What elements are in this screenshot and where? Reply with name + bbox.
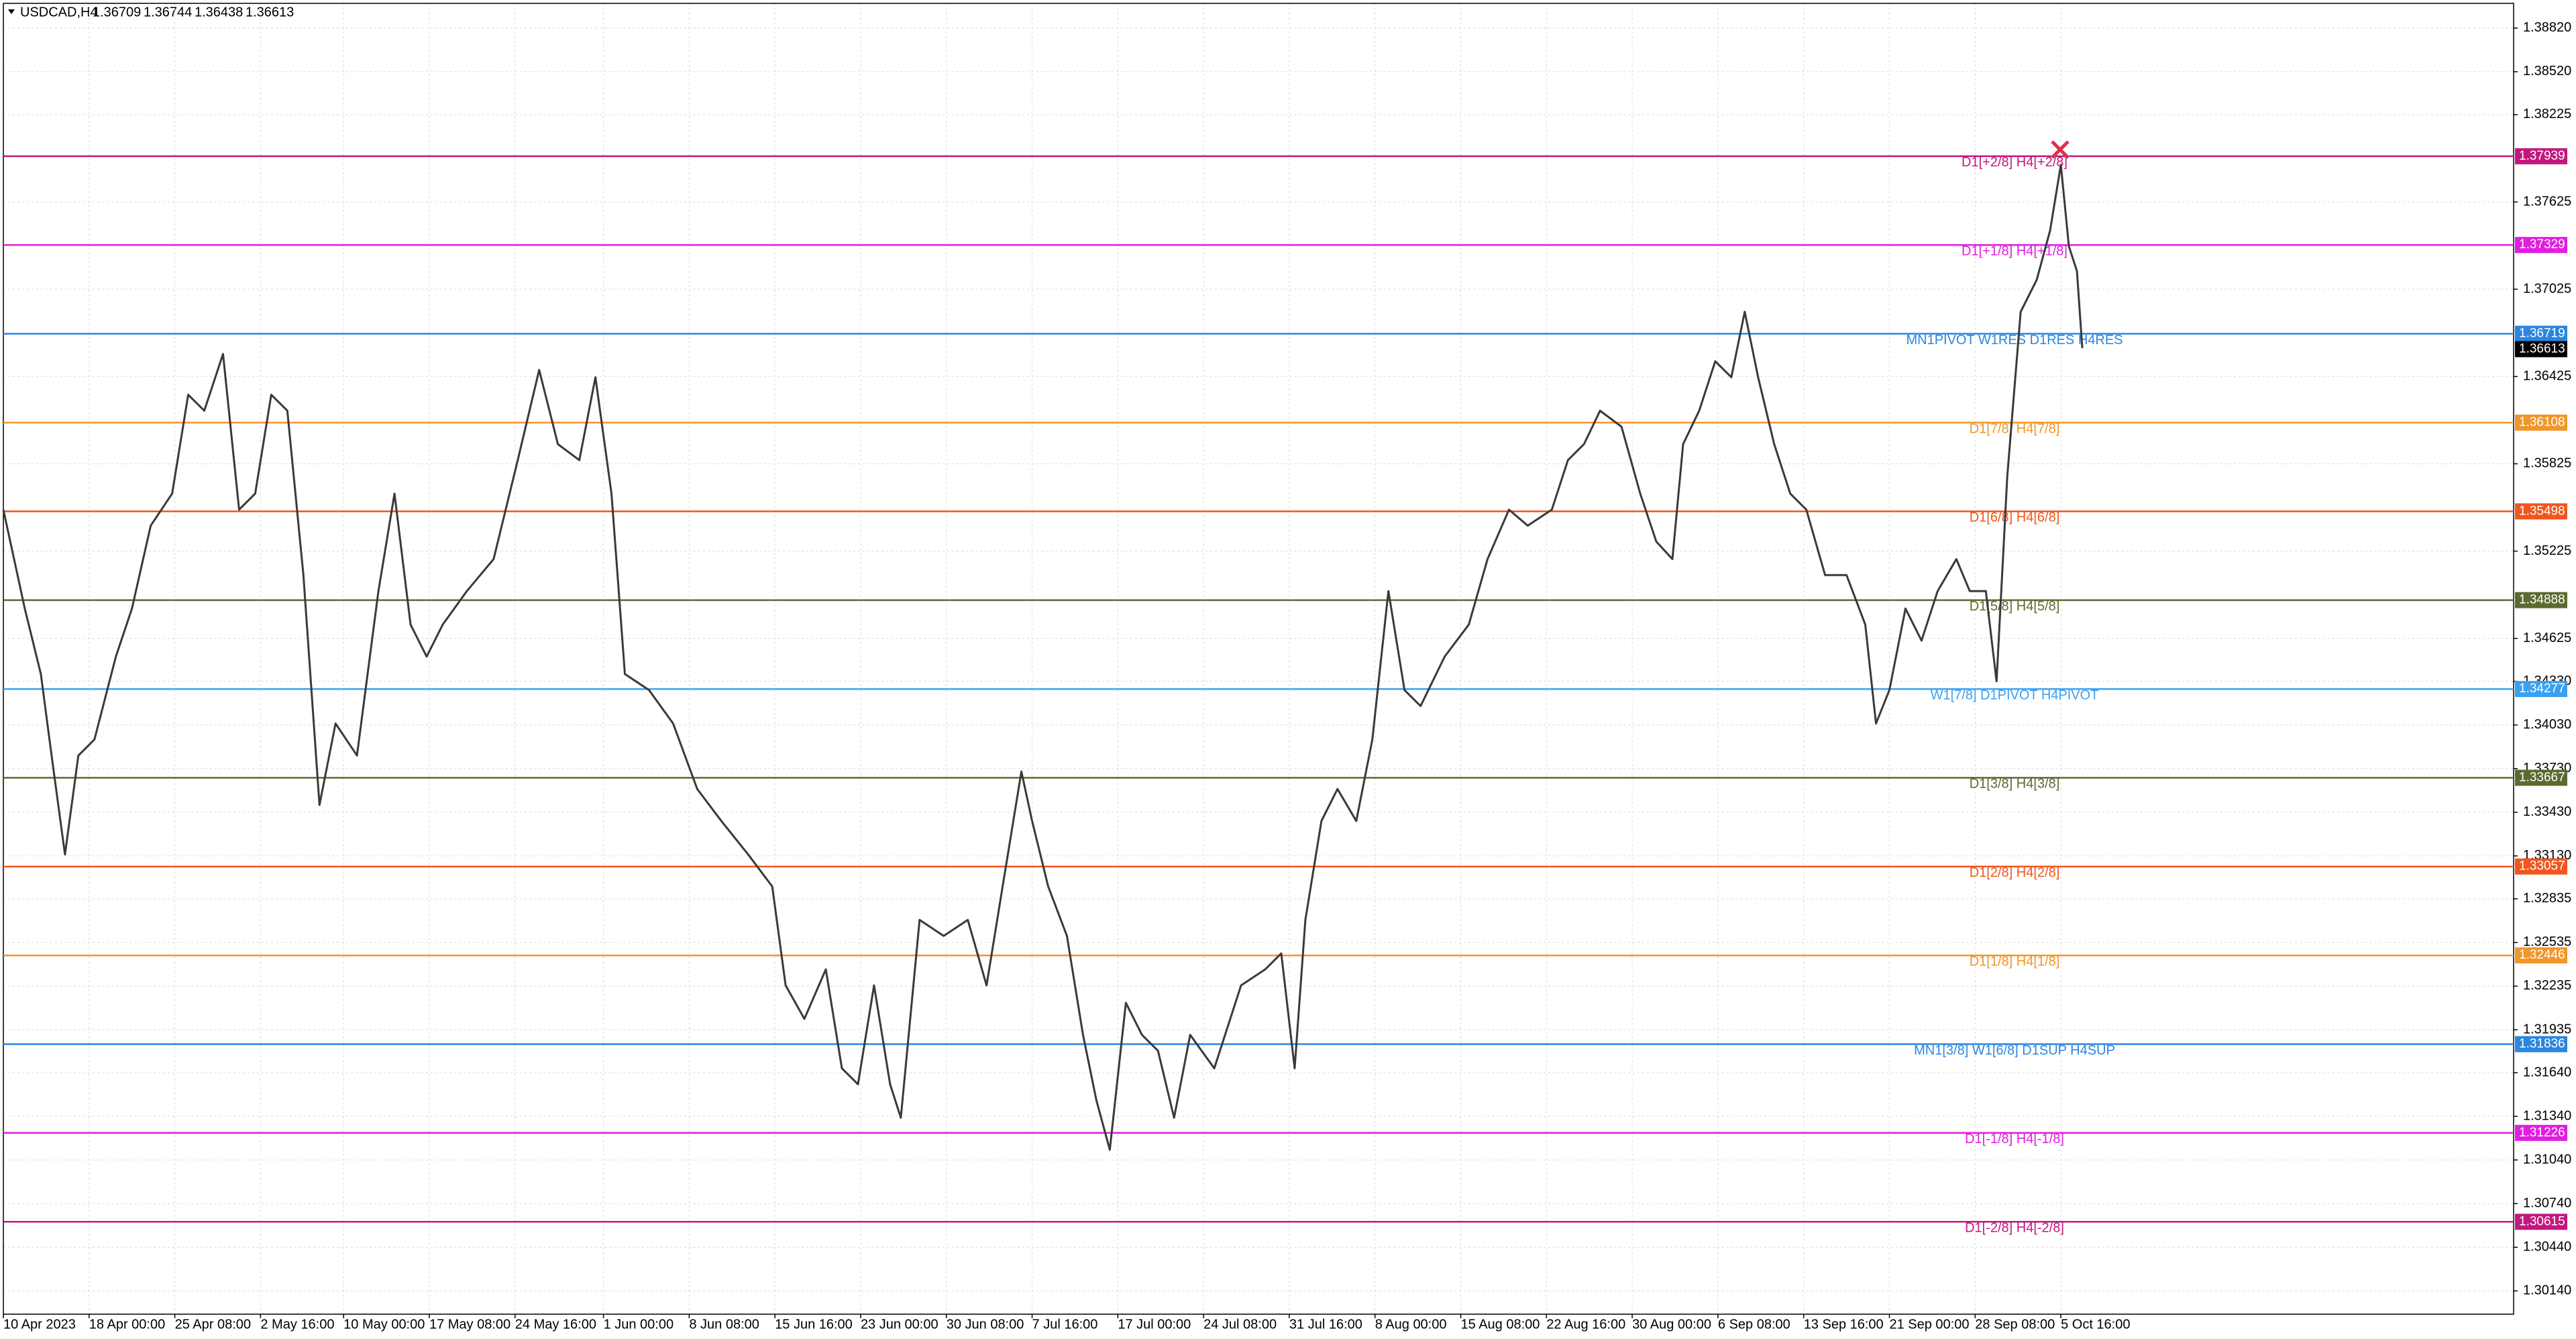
y-tick-label: 1.35825 bbox=[2523, 456, 2571, 471]
x-tick-label: 1 Jun 00:00 bbox=[604, 1317, 674, 1332]
y-tick-label: 1.32235 bbox=[2523, 978, 2571, 993]
y-tick-label: 1.30140 bbox=[2523, 1283, 2571, 1298]
y-tick-label: 1.36425 bbox=[2523, 369, 2571, 384]
symbol-title: USDCAD,H4 bbox=[20, 5, 98, 19]
y-tick-label: 1.35225 bbox=[2523, 543, 2571, 558]
low-price: 1.36438 bbox=[195, 5, 243, 19]
level-label: D1[-1/8] H4[-1/8] bbox=[1965, 1132, 2064, 1146]
x-tick-label: 8 Aug 00:00 bbox=[1375, 1317, 1447, 1332]
level-price-label: 1.37329 bbox=[2519, 237, 2565, 252]
level-price-label: 1.31836 bbox=[2519, 1037, 2565, 1051]
close-price: 1.36613 bbox=[246, 5, 294, 19]
x-tick-label: 15 Aug 08:00 bbox=[1461, 1317, 1540, 1332]
y-tick-label: 1.32535 bbox=[2523, 934, 2571, 949]
current-price-tag bbox=[2515, 341, 2567, 358]
y-tick-label: 1.38225 bbox=[2523, 107, 2571, 121]
x-tick-label: 30 Aug 00:00 bbox=[1632, 1317, 1711, 1332]
x-tick-label: 15 Jun 16:00 bbox=[775, 1317, 853, 1332]
level-price-tag bbox=[2515, 681, 2567, 698]
level-label: D1[1/8] H4[1/8] bbox=[1970, 954, 2060, 969]
y-tick-label: 1.30740 bbox=[2523, 1195, 2571, 1210]
y-tick-label: 1.38820 bbox=[2523, 20, 2571, 35]
level-price-tag bbox=[2515, 1214, 2567, 1230]
level-price-label: 1.36719 bbox=[2519, 327, 2565, 341]
x-tick-label: 7 Jul 16:00 bbox=[1032, 1317, 1098, 1332]
level-price-tag bbox=[2515, 592, 2567, 608]
level-price-label: 1.34888 bbox=[2519, 593, 2565, 607]
open-price: 1.36709 bbox=[93, 5, 141, 19]
x-tick-label: 23 Jun 00:00 bbox=[861, 1317, 938, 1332]
x-tick-label: 10 May 00:00 bbox=[343, 1317, 425, 1332]
high-marker bbox=[2051, 140, 2070, 159]
level-price-label: 1.34277 bbox=[2519, 682, 2565, 696]
x-tick-label: 24 Jul 08:00 bbox=[1203, 1317, 1277, 1332]
level-price-tag bbox=[2515, 415, 2567, 431]
level-price-label: 1.30615 bbox=[2519, 1214, 2565, 1228]
level-price-label: 1.37939 bbox=[2519, 149, 2565, 163]
y-tick-label: 1.34625 bbox=[2523, 631, 2571, 645]
y-tick-label: 1.34030 bbox=[2523, 717, 2571, 732]
level-price-label: 1.31226 bbox=[2519, 1126, 2565, 1140]
x-tick-label: 6 Sep 08:00 bbox=[1718, 1317, 1790, 1332]
level-price-tag bbox=[2515, 503, 2567, 520]
level-price-tag bbox=[2515, 148, 2567, 164]
level-label: W1[7/8] D1PIVOT H4PIVOT bbox=[1931, 688, 2099, 702]
y-tick-label: 1.31040 bbox=[2523, 1152, 2571, 1167]
x-tick-label: 22 Aug 16:00 bbox=[1546, 1317, 1625, 1332]
y-tick-label: 1.31640 bbox=[2523, 1065, 2571, 1079]
level-price-tag bbox=[2515, 1124, 2567, 1141]
level-price-tag bbox=[2515, 947, 2567, 964]
x-tick-label: 25 Apr 08:00 bbox=[175, 1317, 251, 1332]
y-tick-label: 1.37025 bbox=[2523, 281, 2571, 296]
level-label: D1[7/8] H4[7/8] bbox=[1970, 421, 2060, 436]
x-tick-label: 13 Sep 16:00 bbox=[1804, 1317, 1884, 1332]
level-price-tag bbox=[2515, 1036, 2567, 1053]
x-tick-label: 28 Sep 08:00 bbox=[1975, 1317, 2055, 1332]
level-label: MN1[3/8] W1[6/8] D1SUP H4SUP bbox=[1914, 1043, 2115, 1058]
x-tick-label: 18 Apr 00:00 bbox=[89, 1317, 165, 1332]
x-tick-label: 30 Jun 08:00 bbox=[947, 1317, 1024, 1332]
level-label: D1[+1/8] H4[+1/8] bbox=[1962, 244, 2068, 259]
level-price-label: 1.33667 bbox=[2519, 770, 2565, 784]
y-tick-label: 1.37625 bbox=[2523, 194, 2571, 209]
level-price-tag bbox=[2515, 769, 2567, 786]
level-label: D1[5/8] H4[5/8] bbox=[1970, 599, 2060, 614]
level-price-label: 1.36108 bbox=[2519, 415, 2565, 429]
level-price-label: 1.35498 bbox=[2519, 504, 2565, 518]
level-label: D1[2/8] H4[2/8] bbox=[1970, 865, 2060, 880]
y-tick-label: 1.31935 bbox=[2523, 1022, 2571, 1036]
x-tick-label: 2 May 16:00 bbox=[260, 1317, 334, 1332]
level-price-tag bbox=[2515, 858, 2567, 875]
plot-frame bbox=[3, 3, 2514, 1315]
x-tick-label: 17 Jul 00:00 bbox=[1118, 1317, 1191, 1332]
level-label: D1[6/8] H4[6/8] bbox=[1970, 511, 2060, 525]
level-price-tag bbox=[2515, 325, 2567, 342]
y-tick-label: 1.38520 bbox=[2523, 64, 2571, 78]
x-tick-label: 10 Apr 2023 bbox=[3, 1317, 76, 1332]
y-tick-label: 1.32835 bbox=[2523, 891, 2571, 906]
level-price-label: 1.33057 bbox=[2519, 859, 2565, 873]
y-tick-label: 1.30440 bbox=[2523, 1240, 2571, 1254]
x-tick-label: 5 Oct 16:00 bbox=[2061, 1317, 2130, 1332]
level-price-label: 1.32446 bbox=[2519, 948, 2565, 962]
x-tick-label: 8 Jun 08:00 bbox=[689, 1317, 759, 1332]
level-label: D1[+2/8] H4[+2/8] bbox=[1962, 155, 2068, 170]
level-label: MN1PIVOT W1RES D1RES H4RES bbox=[1906, 333, 2123, 347]
level-label: D1[3/8] H4[3/8] bbox=[1970, 777, 2060, 792]
x-tick-label: 31 Jul 16:00 bbox=[1289, 1317, 1362, 1332]
level-price-tag bbox=[2515, 237, 2567, 254]
level-label: D1[-2/8] H4[-2/8] bbox=[1965, 1221, 2064, 1236]
y-tick-label: 1.31340 bbox=[2523, 1108, 2571, 1123]
x-tick-label: 24 May 16:00 bbox=[515, 1317, 596, 1332]
y-tick-label: 1.33430 bbox=[2523, 804, 2571, 819]
menu-triangle[interactable] bbox=[8, 9, 15, 14]
high-price: 1.36744 bbox=[144, 5, 192, 19]
x-tick-label: 21 Sep 00:00 bbox=[1889, 1317, 1969, 1332]
current-price-label: 1.36613 bbox=[2519, 342, 2565, 356]
x-tick-label: 17 May 08:00 bbox=[429, 1317, 511, 1332]
price-line bbox=[2, 164, 2084, 1151]
